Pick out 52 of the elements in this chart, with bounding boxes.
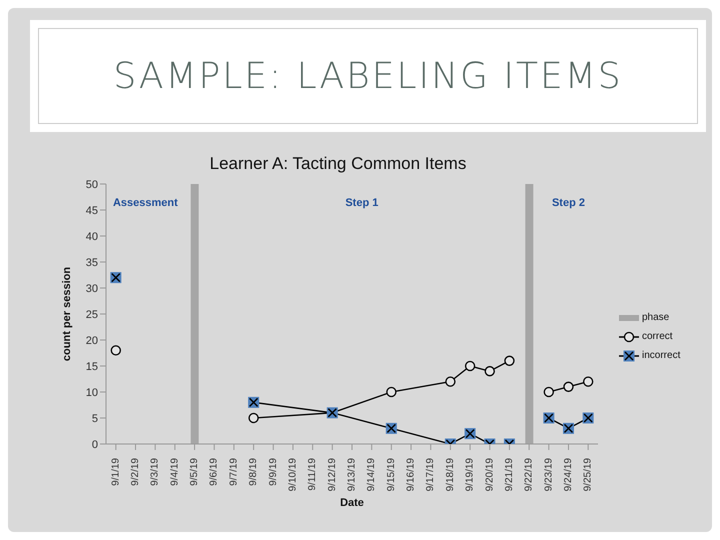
x-tick-label: 9/14/19 [366, 458, 378, 492]
legend-label: correct [642, 331, 673, 342]
x-tick-label: 9/13/19 [346, 458, 358, 492]
x-tick-label: 9/1/19 [110, 458, 122, 486]
point [386, 386, 397, 398]
legend-label: phase [642, 312, 670, 323]
chart-subtitle: Learner A: Tacting Common Items [208, 154, 468, 174]
point [445, 376, 456, 387]
annotation: Assessment [112, 196, 178, 209]
y-tick-label: 20 [86, 334, 98, 347]
y-tick-label: 15 [86, 360, 98, 373]
y-axis-title: count per session [60, 266, 73, 362]
x-tick-label: 9/7/19 [228, 458, 240, 486]
annotation: Step 2 [552, 196, 585, 209]
y-tick-label: 40 [86, 230, 98, 243]
x-tick-label: 9/17/19 [425, 458, 436, 492]
annotation: Step 1 [345, 196, 378, 209]
point [504, 356, 515, 366]
x-tick-label: 9/4/19 [169, 458, 180, 486]
x-tick-label: 9/18/19 [444, 458, 456, 492]
chart-title: SAMPLE: LABELING ITEMS [113, 56, 623, 96]
x-tick-label: 9/5/19 [189, 458, 200, 486]
x-tick-label: 9/22/19 [524, 458, 535, 492]
x-tick-label: 9/12/19 [326, 458, 338, 492]
x-tick-label: 9/23/19 [543, 458, 554, 492]
y-tick-label: 45 [86, 204, 98, 217]
x-tick-label: 9/24/19 [562, 458, 574, 492]
x-tick-label: 9/3/19 [150, 458, 161, 486]
x-tick-label: 9/21/19 [504, 458, 515, 492]
x-tick-label: 9/8/19 [248, 458, 260, 486]
point [110, 345, 121, 356]
y-tick-label: 35 [86, 256, 98, 269]
x-tick-label: 9/6/19 [208, 458, 220, 486]
x-tick-label: 9/15/19 [386, 458, 397, 492]
x-tick-label: 9/19/19 [464, 458, 476, 492]
x-tick-label: 9/2/19 [130, 458, 142, 486]
point [484, 366, 495, 376]
y-tick-label: 30 [86, 282, 98, 295]
x-tick-label: 9/9/19 [268, 458, 279, 486]
y-tick-label: 10 [86, 386, 98, 399]
x-tick-label: 9/10/19 [287, 458, 298, 492]
point [464, 360, 476, 372]
y-tick-label: 50 [86, 178, 98, 191]
legend-label: incorrect [642, 350, 680, 361]
x-tick-label: 9/16/19 [406, 458, 417, 492]
x-tick-label: 9/20/19 [484, 458, 496, 492]
y-tick-label: 5 [92, 412, 98, 425]
x-tick-label: 9/25/19 [582, 458, 594, 492]
y-tick-label: 25 [86, 308, 98, 321]
y-tick-label: 0 [92, 438, 98, 451]
x-axis-title: Date [340, 497, 364, 509]
x-tick-label: 9/11/19 [307, 458, 318, 491]
